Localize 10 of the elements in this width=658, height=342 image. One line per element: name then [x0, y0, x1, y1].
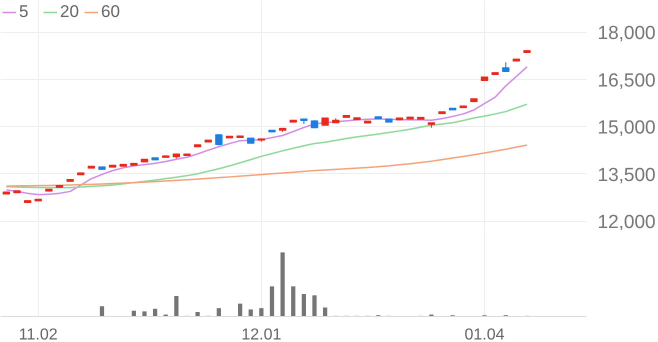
legend-label: 5 — [19, 2, 30, 22]
x-tick-label: 11.02 — [18, 326, 58, 342]
legend-label: 20 — [60, 2, 80, 22]
legend-label: 60 — [101, 2, 121, 22]
y-tick-label: 13,500 — [598, 164, 656, 186]
y-tick-label: 18,000 — [598, 23, 656, 44]
y-tick-label: 15,000 — [598, 118, 656, 139]
x-tick-label: 01.04 — [464, 326, 505, 342]
x-tick-label: 12.01 — [241, 326, 282, 342]
y-tick-label: 16,500 — [598, 70, 656, 92]
